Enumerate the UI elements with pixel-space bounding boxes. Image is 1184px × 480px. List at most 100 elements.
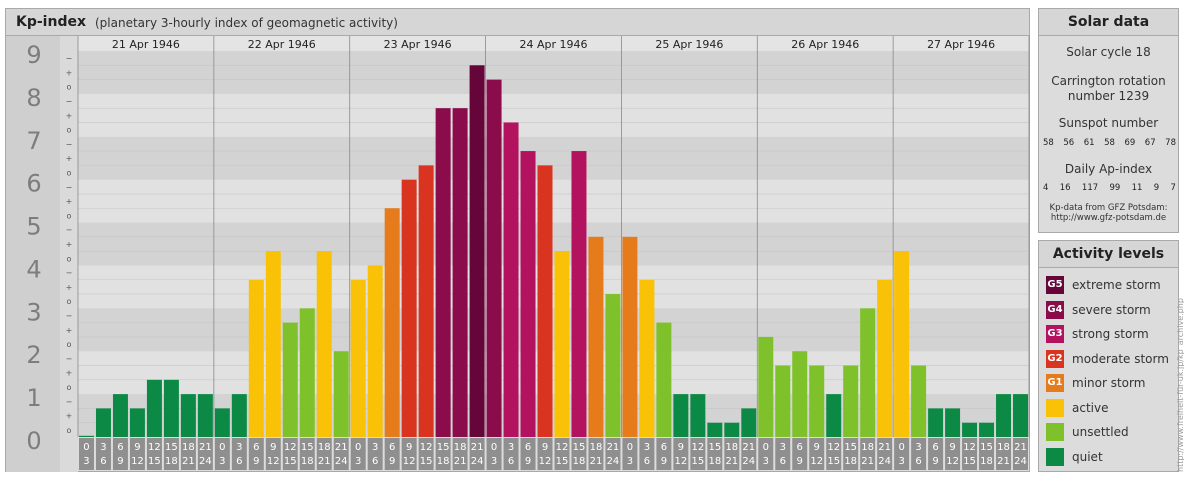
kp-bar (877, 279, 893, 437)
legend-label: moderate storm (1072, 351, 1169, 366)
hour-label-start: 0 (627, 442, 633, 453)
kp-bar (588, 236, 604, 437)
hour-label-start: 0 (355, 442, 361, 453)
legend-item: G5 extreme storm (1046, 275, 1161, 295)
hour-cell (197, 438, 213, 470)
hour-cell (520, 438, 536, 470)
solar-data-title: Solar data (1039, 9, 1178, 36)
legend-item: quiet (1046, 447, 1103, 467)
source-line1: Kp-data from GFZ Potsdam: (1049, 203, 1168, 213)
hour-label-end: 15 (556, 456, 569, 467)
hour-label-end: 21 (182, 456, 195, 467)
hour-cell (146, 438, 162, 470)
kp-bar (79, 435, 94, 437)
hour-label-start: 12 (691, 442, 704, 453)
legend-swatch (1046, 398, 1064, 417)
kp-bar (741, 408, 757, 437)
kp-bar (979, 422, 995, 437)
y-tick-label: 3 (26, 298, 41, 326)
y-tick-label: 0 (26, 427, 41, 455)
sunspot-value: 67 (1144, 138, 1156, 148)
hour-label-end: 24 (471, 456, 484, 467)
kp-bar (860, 308, 876, 437)
hour-cell (401, 438, 417, 470)
chart-title-bar: Kp-index (planetary 3-hourly index of ge… (6, 9, 1029, 36)
hour-label-end: 12 (131, 456, 144, 467)
legend-label: minor storm (1072, 376, 1146, 390)
kp-bar (605, 294, 621, 437)
hour-label-start: 18 (725, 442, 738, 453)
kp-bar (146, 379, 162, 437)
y-subtick-label: − (66, 97, 73, 106)
kp-bar (350, 279, 366, 437)
hour-cell (503, 438, 519, 470)
kp-bar (996, 394, 1012, 437)
hour-label-start: 9 (949, 442, 955, 453)
hour-cell (554, 438, 570, 470)
y-subtick-label: + (66, 283, 73, 292)
hour-label-start: 12 (827, 442, 840, 453)
hour-label-end: 21 (725, 456, 738, 467)
kp-bar (452, 108, 468, 437)
kp-band (78, 222, 1029, 266)
y-subtick-label: o (67, 426, 72, 435)
hour-label-end: 18 (844, 456, 857, 467)
hour-label-end: 18 (165, 456, 178, 467)
hour-label-start: 0 (763, 442, 769, 453)
hour-cell (911, 438, 927, 470)
kp-bar (1013, 394, 1028, 437)
hour-cell (79, 438, 94, 470)
hour-cell (673, 438, 689, 470)
hour-cell (809, 438, 825, 470)
hour-cell (384, 438, 400, 470)
legend-label: active (1072, 400, 1109, 415)
hour-cell (316, 438, 332, 470)
kp-bar (639, 279, 655, 437)
hour-label-end: 3 (355, 456, 361, 467)
hour-label-end: 6 (100, 456, 106, 467)
hour-label-end: 9 (117, 456, 123, 467)
y-subtick-label: + (66, 111, 73, 120)
hour-label-start: 12 (148, 442, 161, 453)
hour-label-start: 15 (844, 442, 857, 453)
kp-bar (282, 322, 298, 437)
kp-bar (469, 65, 485, 438)
kp-bar (486, 79, 502, 438)
hour-label-start: 21 (471, 442, 484, 453)
kp-bar (197, 394, 213, 437)
y-subtick-label: + (66, 154, 73, 163)
hour-cell (248, 438, 264, 470)
hour-label-start: 3 (100, 442, 106, 453)
y-subtick-label: − (66, 140, 73, 149)
y-tick-label: 9 (26, 41, 41, 69)
hour-cell (486, 438, 502, 470)
hour-label-start: 18 (454, 442, 467, 453)
kp-bar (248, 279, 264, 437)
sunspot-value: 56 (1063, 138, 1075, 148)
legend-label: quiet (1072, 449, 1103, 464)
hour-cell (979, 438, 995, 470)
legend-label: severe storm (1072, 302, 1151, 317)
hour-label-end: 12 (674, 456, 687, 467)
hour-label-end: 24 (335, 456, 348, 467)
kp-bar (656, 322, 672, 437)
hour-label-start: 6 (797, 442, 803, 453)
kp-bar (537, 165, 553, 437)
ap-value: 4 (1043, 183, 1049, 193)
kp-bar (214, 408, 230, 437)
legend-item: unsettled (1046, 422, 1129, 442)
hour-label-start: 15 (165, 442, 178, 453)
hour-cell (792, 438, 808, 470)
kp-bar (316, 251, 332, 437)
y-tick-label: 2 (26, 341, 41, 369)
hour-label-start: 21 (878, 442, 891, 453)
hour-label-start: 9 (678, 442, 684, 453)
sunspot-values: 58 56 61 58 69 67 78 (1043, 138, 1176, 148)
hour-cell (435, 438, 451, 470)
carrington-line2: number 1239 (1067, 89, 1150, 103)
day-label: 27 Apr 1946 (927, 38, 995, 51)
hour-cell (214, 438, 230, 470)
hour-cell (452, 438, 468, 470)
hour-label-end: 15 (148, 456, 161, 467)
hour-label-end: 6 (644, 456, 650, 467)
